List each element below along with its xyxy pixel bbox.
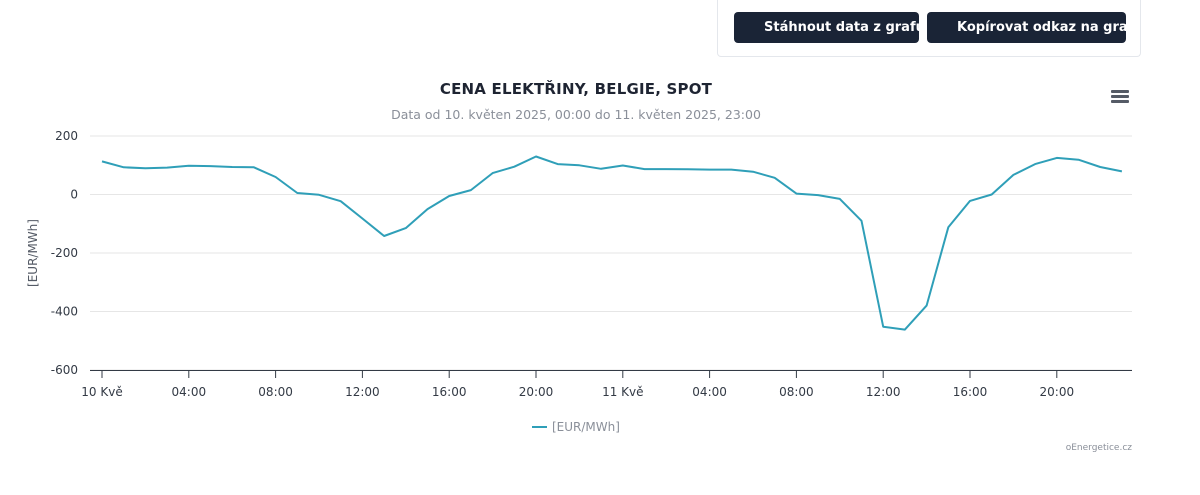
data-point [1098,165,1102,169]
x-tick-label: 20:00 [519,385,554,399]
data-point [317,193,321,197]
y-axis-label: [EUR/MWh] [26,219,40,287]
data-point [122,165,126,169]
data-point [599,167,603,171]
data-point [816,193,820,197]
x-tick-label: 08:00 [258,385,293,399]
y-tick-label: 0 [70,188,78,202]
data-point [990,193,994,197]
x-tick-label: 04:00 [692,385,727,399]
data-point [187,164,191,168]
data-point [773,176,777,180]
data-point [1077,158,1081,162]
data-point [556,162,560,166]
data-point [903,328,907,332]
data-point [491,171,495,175]
data-point [838,197,842,201]
y-tick-label: -200 [51,246,78,260]
data-point [512,165,516,169]
data-point [143,166,147,170]
data-point [729,168,733,172]
data-point [209,164,213,168]
data-point [925,304,929,308]
data-point [968,199,972,203]
legend-label: [EUR/MWh] [552,420,620,434]
data-point [577,163,581,167]
data-point [794,192,798,196]
data-point [708,168,712,172]
data-point [664,167,668,171]
source-credit: oEnergetice.cz [1065,443,1132,453]
data-point [100,159,104,163]
data-point [165,166,169,170]
copy-chart-link-button[interactable]: Kopírovat odkaz na graf [927,12,1133,43]
data-point [382,234,386,238]
y-tick-label: -600 [51,363,78,377]
data-point [643,167,647,171]
data-point [881,325,885,329]
x-tick-label: 16:00 [953,385,988,399]
data-point [946,225,950,229]
chart-subtitle: Data od 10. květen 2025, 00:00 do 11. kv… [391,107,761,122]
data-point [751,170,755,174]
chart-toolbar: Stáhnout data z grafu Kopírovat odkaz na… [717,0,1141,57]
data-point [360,216,364,220]
series-line [101,155,1123,331]
data-point [426,207,430,211]
data-point [1120,169,1124,173]
x-tick-label: 10 Kvě [81,385,122,399]
x-tick-label: 11 Kvě [602,385,643,399]
x-tick-label: 08:00 [779,385,814,399]
data-point [447,194,451,198]
data-point [686,167,690,171]
x-tick-label: 12:00 [345,385,380,399]
data-point [274,175,278,179]
data-point [1055,156,1059,160]
data-point [339,199,343,203]
y-tick-label: -400 [51,305,78,319]
data-point [252,165,256,169]
download-chart-data-button[interactable]: Stáhnout data z grafu [734,12,925,43]
data-point [295,191,299,195]
data-point [404,226,408,230]
hamburger-menu-icon[interactable] [1111,90,1129,104]
data-point [1033,162,1037,166]
chart-title: CENA ELEKTŘINY, BELGIE, SPOT [439,80,713,98]
data-point [230,165,234,169]
x-tick-label: 12:00 [866,385,901,399]
data-point [469,188,473,192]
x-tick-label: 20:00 [1040,385,1075,399]
y-tick-label: 200 [55,129,78,143]
data-point [1011,173,1015,177]
x-tick-label: 04:00 [172,385,207,399]
data-point [621,164,625,168]
data-point [860,219,864,223]
x-tick-label: 16:00 [432,385,467,399]
data-point [534,154,538,158]
